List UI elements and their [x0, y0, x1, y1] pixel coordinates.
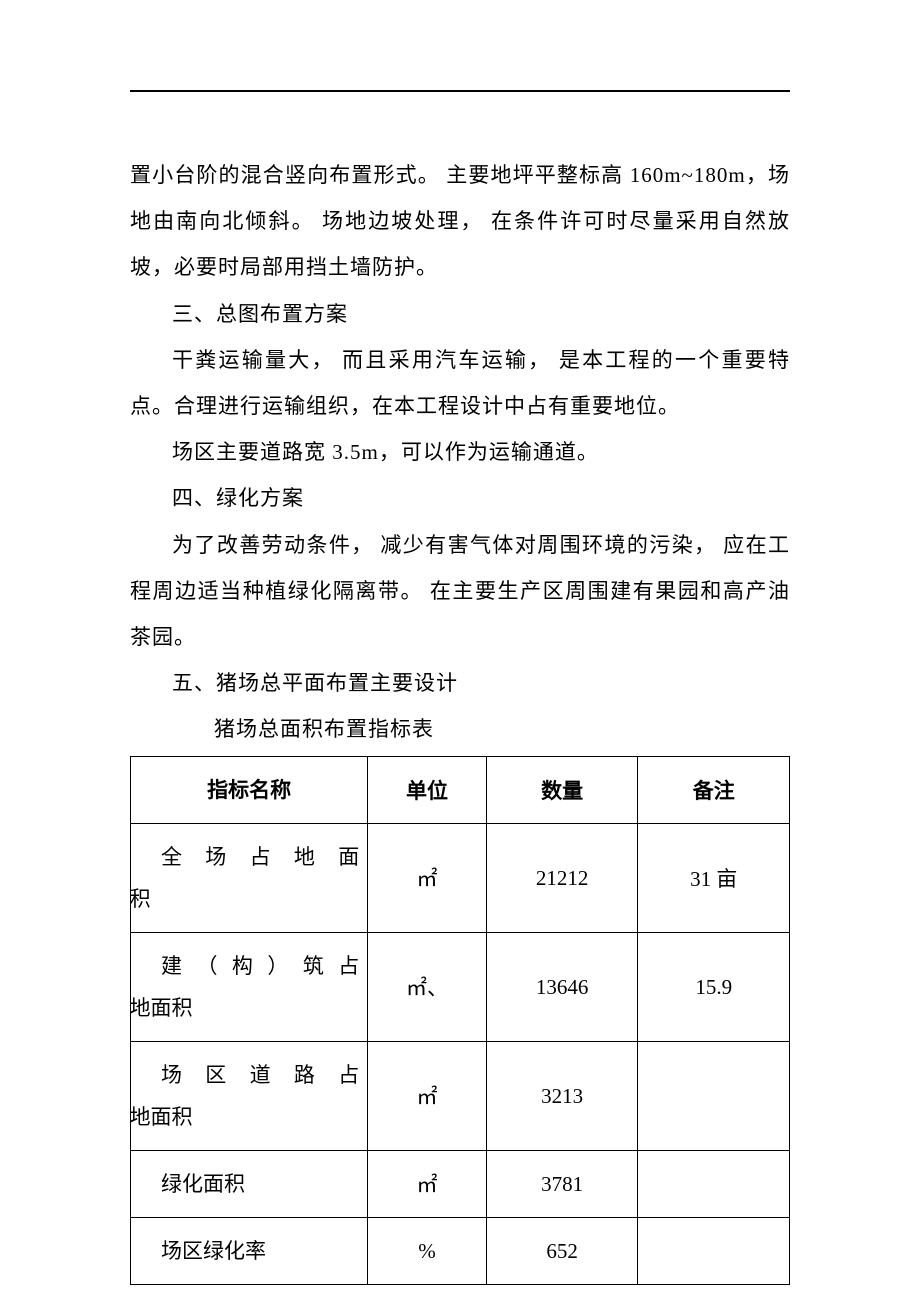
table-row: 建（构）筑占 地面积 ㎡、 13646 15.9 — [131, 933, 790, 1042]
cell-note: 31 亩 — [638, 824, 790, 933]
cell-name-line1: 建（构）筑占 — [161, 954, 359, 978]
cell-name-line1: 场区绿化率 — [161, 1239, 266, 1263]
cell-unit: ㎡ — [368, 1151, 487, 1218]
header-name: 指标名称 — [131, 757, 368, 824]
table-caption: 猪场总面积布置指标表 — [130, 706, 790, 752]
cell-name-line1: 场区道路占 — [161, 1063, 359, 1087]
cell-unit: % — [368, 1218, 487, 1285]
top-horizontal-rule — [130, 90, 790, 92]
table-header-row: 指标名称 单位 数量 备注 — [131, 757, 790, 824]
cell-name-line2: 地面积 — [130, 987, 360, 1029]
table-row: 绿化面积 ㎡ 3781 — [131, 1151, 790, 1218]
table-row: 场区道路占 地面积 ㎡ 3213 — [131, 1042, 790, 1151]
cell-name: 全场占地面 积 — [131, 824, 368, 933]
section-4-title: 四、绿化方案 — [130, 475, 790, 521]
paragraph-3: 场区主要道路宽 3.5m，可以作为运输通道。 — [130, 429, 790, 475]
paragraph-2: 干粪运输量大， 而且采用汽车运输， 是本工程的一个重要特点。合理进行运输组织，在… — [130, 337, 790, 429]
table-row: 场区绿化率 % 652 — [131, 1218, 790, 1285]
indicators-table: 指标名称 单位 数量 备注 全场占地面 积 ㎡ 21212 31 亩 建（构）筑… — [130, 756, 790, 1285]
cell-qty: 21212 — [486, 824, 638, 933]
paragraph-4: 为了改善劳动条件， 减少有害气体对周围环境的污染， 应在工程周边适当种植绿化隔离… — [130, 522, 790, 661]
cell-name: 场区绿化率 — [131, 1218, 368, 1285]
cell-name: 场区道路占 地面积 — [131, 1042, 368, 1151]
header-qty: 数量 — [486, 757, 638, 824]
cell-name-line2: 地面积 — [130, 1096, 360, 1138]
header-note: 备注 — [638, 757, 790, 824]
cell-note — [638, 1042, 790, 1151]
cell-name: 绿化面积 — [131, 1151, 368, 1218]
table-row: 全场占地面 积 ㎡ 21212 31 亩 — [131, 824, 790, 933]
cell-unit: ㎡ — [368, 824, 487, 933]
cell-note — [638, 1218, 790, 1285]
cell-name-line2: 积 — [130, 878, 360, 920]
cell-name-line1: 绿化面积 — [161, 1172, 245, 1196]
section-5-title: 五、猪场总平面布置主要设计 — [130, 660, 790, 706]
cell-note: 15.9 — [638, 933, 790, 1042]
cell-unit: ㎡、 — [368, 933, 487, 1042]
cell-name-line1: 全场占地面 — [161, 845, 359, 869]
cell-qty: 3781 — [486, 1151, 638, 1218]
cell-name: 建（构）筑占 地面积 — [131, 933, 368, 1042]
cell-unit: ㎡ — [368, 1042, 487, 1151]
cell-note — [638, 1151, 790, 1218]
cell-qty: 13646 — [486, 933, 638, 1042]
section-3-title: 三、总图布置方案 — [130, 291, 790, 337]
cell-qty: 652 — [486, 1218, 638, 1285]
cell-qty: 3213 — [486, 1042, 638, 1151]
header-unit: 单位 — [368, 757, 487, 824]
paragraph-1-continuation: 置小台阶的混合竖向布置形式。 主要地坪平整标高 160m~180m，场地由南向北… — [130, 152, 790, 291]
